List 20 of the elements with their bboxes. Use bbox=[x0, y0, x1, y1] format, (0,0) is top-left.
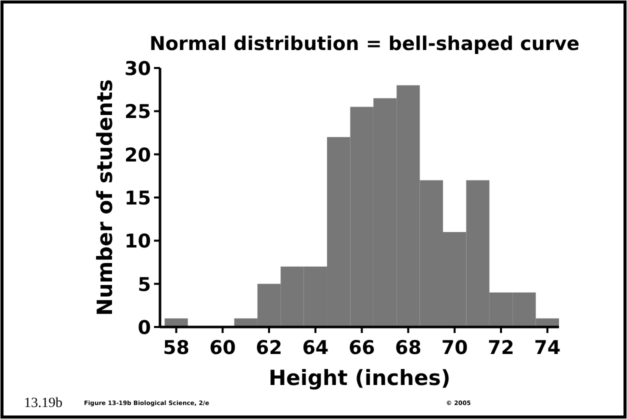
y-tick-label: 20 bbox=[124, 144, 151, 166]
y-tick-label: 30 bbox=[124, 58, 151, 80]
chart-title: Normal distribution = bell-shaped curve bbox=[149, 33, 580, 55]
x-tick-label: 66 bbox=[348, 337, 376, 359]
x-axis-title: Height (inches) bbox=[268, 366, 450, 390]
y-tick-label: 25 bbox=[124, 101, 151, 124]
text: 13.19b bbox=[24, 396, 62, 411]
x-tick-label: 64 bbox=[302, 337, 329, 359]
x-tick-label: 60 bbox=[209, 337, 236, 359]
x-tick-label: 74 bbox=[534, 337, 561, 359]
x-tick-label: 58 bbox=[163, 337, 190, 359]
y-tick-label: 10 bbox=[124, 230, 151, 253]
y-tick-label: 0 bbox=[138, 317, 151, 339]
x-tick-label: 62 bbox=[256, 337, 282, 359]
y-tick-label: 15 bbox=[124, 188, 151, 210]
y-axis-title: Number of students bbox=[93, 79, 117, 316]
x-tick-label: 68 bbox=[394, 337, 422, 359]
y-tick-label: 5 bbox=[138, 274, 151, 296]
x-tick-label: 70 bbox=[441, 337, 468, 359]
x-tick-label: 72 bbox=[488, 337, 514, 359]
